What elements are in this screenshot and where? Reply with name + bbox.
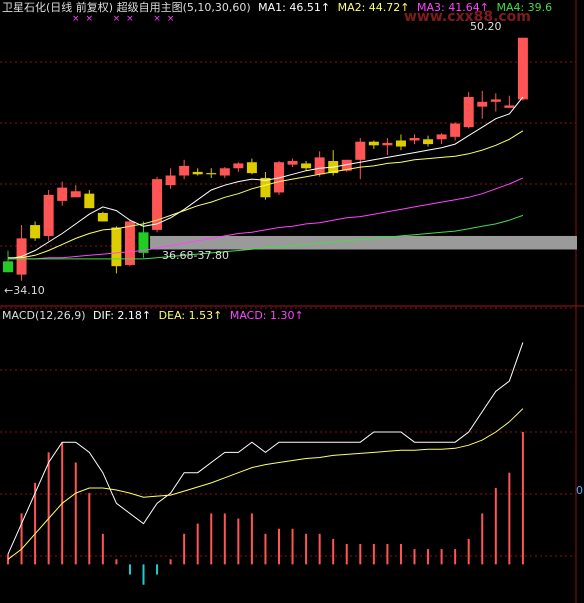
high-price-label: 50.20 (470, 20, 502, 33)
candle-body (301, 163, 312, 169)
candle-body (84, 193, 95, 209)
candle-body (382, 142, 393, 146)
macd-histogram (7, 432, 524, 585)
support-zone (150, 235, 578, 250)
ma3-line (8, 177, 524, 260)
candle-body (43, 194, 54, 236)
candle-body (111, 227, 122, 267)
ma4-value: MA4: 39.6 (496, 1, 553, 14)
candle-body (355, 141, 366, 160)
signal-mark: × (113, 14, 121, 24)
zone-label: 36.68-37.80 (162, 249, 229, 262)
chart-title: 卫星石化(日线 前复权) 超级自用主图(5,10,30,60) (2, 1, 251, 14)
candle-body (477, 101, 488, 107)
watermark: www.cxx88.com (404, 9, 531, 25)
candle-body (30, 225, 41, 239)
candle-body (341, 159, 352, 171)
candle-body (219, 168, 230, 176)
ma3-value: MA3: 41.64↑ (417, 1, 489, 14)
ma2-value: MA2: 44.72↑ (337, 1, 410, 14)
chart-header: 卫星石化(日线 前复权) 超级自用主图(5,10,30,60) MA1: 46.… (2, 0, 556, 15)
ma1-value: MA1: 46.51↑ (258, 1, 331, 14)
signal-marks: × × × × × × (72, 14, 174, 24)
signal-mark: × (126, 14, 134, 24)
candle-body (70, 191, 81, 198)
ma1-line (7, 96, 524, 260)
candle-body (274, 162, 284, 193)
macd-lines (7, 342, 524, 560)
signal-mark: × (153, 14, 161, 24)
candle-body (287, 161, 298, 165)
candlesticks[interactable] (3, 37, 528, 281)
candle-body (97, 212, 108, 222)
macd-title: MACD(12,26,9) (2, 309, 86, 322)
candle-body (138, 232, 149, 253)
candle-body (165, 175, 176, 186)
candle-body (450, 123, 461, 137)
macd-header: MACD(12,26,9) DIF: 2.18↑ DEA: 1.53↑ MACD… (2, 308, 308, 323)
candle-body (260, 177, 271, 198)
candle-body (233, 163, 244, 169)
dea-value: DEA: 1.53↑ (158, 309, 223, 322)
candle-body (57, 187, 68, 201)
ma2-line (8, 130, 524, 259)
ma4-line (8, 214, 524, 260)
low-price-label: ←34.10 (4, 284, 45, 297)
candle-body (179, 165, 190, 176)
dif-line (7, 342, 524, 555)
candle-body (463, 96, 474, 128)
candle-body (206, 173, 217, 175)
signal-mark: × (72, 14, 80, 24)
candle-body (152, 179, 163, 230)
candle-body (192, 171, 203, 175)
signal-mark: × (86, 14, 94, 24)
candle-body (504, 105, 515, 108)
dea-line (7, 408, 524, 560)
moving-average-lines (7, 96, 524, 260)
candle-body (246, 162, 257, 174)
candle-body (436, 134, 447, 140)
candle-body (490, 99, 501, 102)
candle-body (395, 140, 406, 147)
right-axis-marker: 0 (576, 484, 583, 497)
macd-value: MACD: 1.30↑ (229, 309, 304, 322)
candle-body (409, 138, 420, 141)
candle-body (423, 139, 434, 145)
candle-body (124, 221, 135, 265)
dif-value: DIF: 2.18↑ (93, 309, 152, 322)
candle-body (3, 261, 13, 273)
candle-body (314, 157, 325, 175)
candle-body (517, 37, 528, 100)
signal-mark: × (167, 14, 175, 24)
candle-body (368, 141, 379, 146)
